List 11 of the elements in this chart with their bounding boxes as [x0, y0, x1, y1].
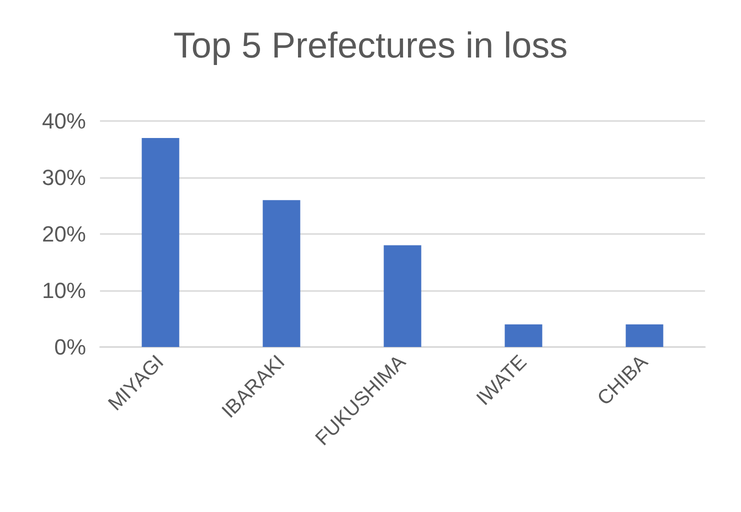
- bar: [626, 324, 664, 347]
- bar: [142, 138, 180, 347]
- y-tick-label: 30%: [42, 165, 86, 190]
- bar: [262, 200, 300, 347]
- y-tick-label: 40%: [42, 108, 86, 134]
- y-tick-label: 0%: [54, 334, 86, 360]
- bar: [504, 324, 542, 347]
- y-tick-label: 20%: [42, 222, 86, 246]
- y-tick-label: 10%: [42, 278, 86, 303]
- bar: [384, 245, 422, 347]
- chart-title: Top 5 Prefectures in loss: [173, 24, 568, 66]
